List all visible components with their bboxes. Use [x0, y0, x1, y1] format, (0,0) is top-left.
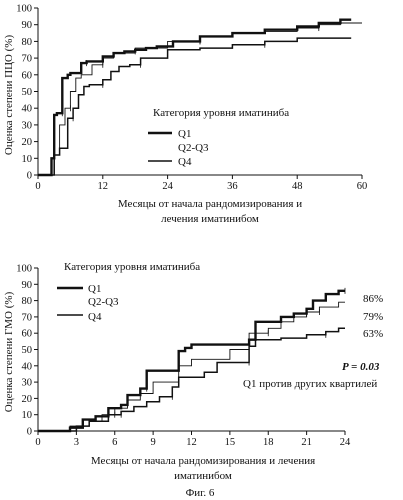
top-y-tick-label: 80	[22, 37, 33, 48]
top-legend-q4-label: Q4	[178, 156, 192, 168]
bottom-x-tick-label: 21	[301, 437, 312, 448]
top-chart: 0 10 20 30 40 50 60 70 80 90 100 0 12 24 36 48 60 Оценка…	[3, 4, 367, 226]
top-y-tick-label: 30	[22, 120, 33, 131]
top-series	[38, 18, 362, 177]
top-x-tick-label: 48	[292, 181, 303, 192]
bottom-x-tick-label: 3	[74, 437, 79, 448]
top-series-line-q1	[38, 18, 352, 177]
top-y-tick-label: 10	[22, 154, 33, 165]
bottom-y-tick-label: 0	[27, 427, 32, 438]
bottom-chart: 0 10 20 30 40 50 60 70 80 90 100 0 3 6 9 12 15 18 21 24 Оце…	[3, 261, 383, 482]
top-axes: 0 10 20 30 40 50 60 70 80 90 100 0 12 24 36 48 60	[16, 4, 367, 193]
top-legend-q1-label: Q1	[178, 128, 191, 140]
top-y-tick-label: 70	[22, 54, 33, 65]
figure-caption: Фиг. 6	[186, 487, 215, 499]
bottom-series-line-q4	[38, 327, 345, 432]
bottom-x-axis-label-line-1: Месяцы от начала рандомизирования и лече…	[91, 455, 315, 467]
top-x-tick-label: 60	[357, 181, 368, 192]
bottom-legend-q4-label: Q4	[88, 311, 102, 323]
top-x-axis-label-line-2: лечения иматинибом	[161, 213, 259, 225]
bottom-y-axis-label: Оценка степени ГМО (%)	[3, 291, 15, 412]
bottom-x-tick-label: 12	[186, 437, 197, 448]
bottom-x-tick-label: 18	[263, 437, 274, 448]
top-legend-title: Категория уровня иматиниба	[153, 107, 289, 119]
top-y-tick-label: 40	[22, 104, 33, 115]
bottom-end-label-q2q3: 79%	[363, 311, 383, 323]
bottom-comparison-note: Q1 против других квартилей	[243, 378, 377, 390]
top-y-tick-label: 20	[22, 137, 33, 148]
top-y-tick-label: 0	[27, 171, 32, 182]
bottom-legend-q1-label: Q1	[88, 283, 101, 295]
top-y-tick-label: 50	[22, 87, 33, 98]
top-x-tick-label: 24	[162, 181, 173, 192]
top-x-tick-label: 36	[227, 181, 238, 192]
top-y-tick-label: 90	[22, 20, 33, 31]
top-x-axis-label-line-1: Месяцы от начала рандомизирования и	[118, 198, 302, 210]
top-series-line-q4	[38, 37, 352, 176]
bottom-x-tick-label: 24	[340, 437, 351, 448]
bottom-legend-q2q3-label: Q2-Q3	[88, 296, 119, 308]
bottom-x-tick-label: 9	[151, 437, 156, 448]
bottom-end-label-q1: 86%	[363, 293, 383, 305]
bottom-axes: 0 10 20 30 40 50 60 70 80 90 100 0 3 6 9 12 15 18 21 24	[16, 264, 351, 449]
bottom-y-tick-label: 80	[22, 296, 33, 307]
bottom-x-tick-label: 6	[112, 437, 117, 448]
bottom-series-line-q2q3	[38, 301, 345, 432]
bottom-y-tick-label: 30	[22, 378, 33, 389]
bottom-y-tick-label: 50	[22, 345, 33, 356]
top-x-tick-label: 0	[35, 181, 40, 192]
bottom-series	[38, 287, 346, 433]
bottom-end-label-q4: 63%	[363, 328, 383, 340]
top-y-axis-label: Оценка степени ПЦО (%)	[3, 35, 15, 156]
bottom-y-tick-label: 70	[22, 312, 33, 323]
top-y-tick-label: 60	[22, 70, 33, 81]
bottom-x-tick-label: 0	[35, 437, 40, 448]
bottom-x-axis-label-line-2: иматинибом	[174, 470, 232, 482]
bottom-x-tick-label: 15	[225, 437, 236, 448]
bottom-y-tick-label: 90	[22, 280, 33, 291]
bottom-y-tick-label: 100	[16, 264, 32, 275]
top-x-tick-label: 12	[98, 181, 109, 192]
bottom-legend-title: Категория уровня иматиниба	[64, 261, 200, 273]
bottom-y-tick-label: 20	[22, 394, 33, 405]
top-legend-q2q3-label: Q2-Q3	[178, 142, 209, 154]
bottom-y-tick-label: 40	[22, 361, 33, 372]
top-y-tick-label: 100	[16, 4, 32, 15]
bottom-p-value: P = 0.03	[342, 361, 380, 373]
top-series-line-q2q3	[38, 22, 362, 176]
bottom-y-tick-label: 60	[22, 329, 33, 340]
bottom-y-tick-label: 10	[22, 410, 33, 421]
